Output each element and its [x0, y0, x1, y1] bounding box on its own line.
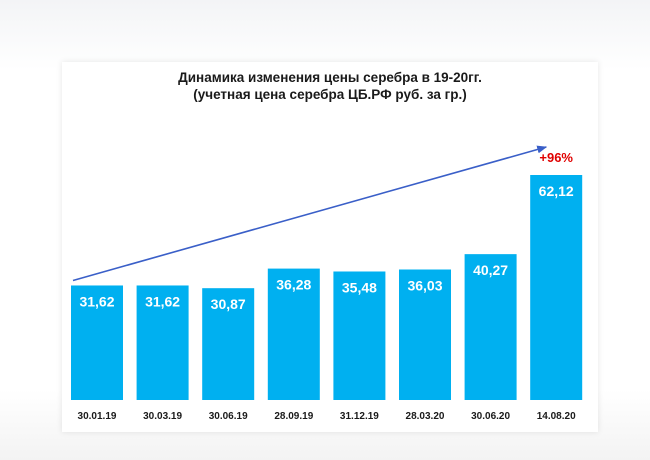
x-tick-label: 31.12.19 — [340, 411, 379, 422]
value-labels-group: 31,62 31,62 30,87 36,28 35,48 36,03 40,27 62,12 — [79, 183, 573, 312]
value-label: 35,48 — [342, 279, 377, 295]
chart-subtitle: (учетная цена серебра ЦБ.РФ руб. за гр.) — [193, 87, 467, 102]
trend-arrow — [72, 145, 548, 282]
value-label: 40,27 — [473, 262, 508, 278]
bar — [530, 175, 583, 400]
x-tick-label: 30.06.20 — [471, 411, 510, 422]
growth-annotation: +96% — [539, 150, 573, 165]
bar — [202, 288, 255, 400]
value-label: 31,62 — [145, 293, 180, 309]
x-tick-label: 28.03.20 — [406, 411, 445, 422]
value-label: 36,03 — [407, 277, 442, 293]
x-tick-labels-group: 30.01.19 30.03.19 30.06.19 28.09.19 31.12.19… — [78, 411, 577, 422]
bar — [399, 269, 451, 400]
x-tick-label: 30.06.19 — [209, 411, 248, 422]
x-tick-label: 30.01.19 — [78, 411, 117, 422]
chart-title: Динамика изменения цены серебра в 19-20г… — [178, 70, 482, 85]
x-tick-label: 28.09.19 — [274, 411, 313, 422]
value-label: 36,28 — [276, 277, 311, 293]
bar — [267, 268, 320, 400]
annotation-group: +96% — [72, 145, 573, 282]
x-tick-label: 30.03.19 — [143, 411, 182, 422]
value-label: 30,87 — [211, 296, 246, 312]
bar — [464, 254, 517, 400]
x-tick-label: 14.08.20 — [537, 411, 576, 422]
bars-group — [71, 175, 583, 400]
bar — [333, 271, 386, 400]
bar — [71, 285, 123, 400]
value-label: 62,12 — [539, 183, 574, 199]
value-label: 31,62 — [79, 293, 114, 309]
bar — [136, 285, 189, 400]
